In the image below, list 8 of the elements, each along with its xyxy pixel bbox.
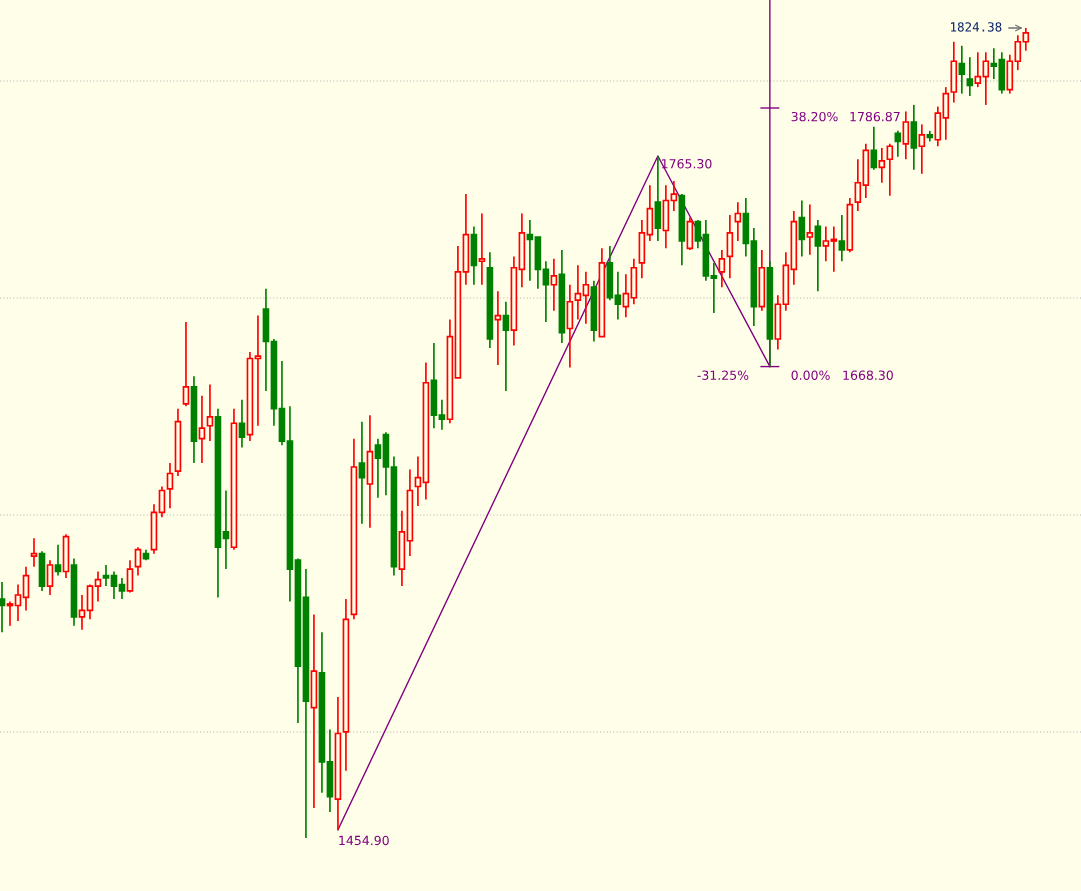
- annotation: 38.20%: [791, 111, 838, 122]
- annotation: 1824.38: [951, 22, 1002, 32]
- annotation: 1668.30: [843, 370, 893, 380]
- annotation: 1765.30: [662, 158, 712, 169]
- annotation: 1454.90: [339, 835, 389, 846]
- annotation: 1786.87: [850, 111, 900, 122]
- annotation: 0.00%: [791, 370, 830, 380]
- annotation: -31.25%: [697, 370, 749, 380]
